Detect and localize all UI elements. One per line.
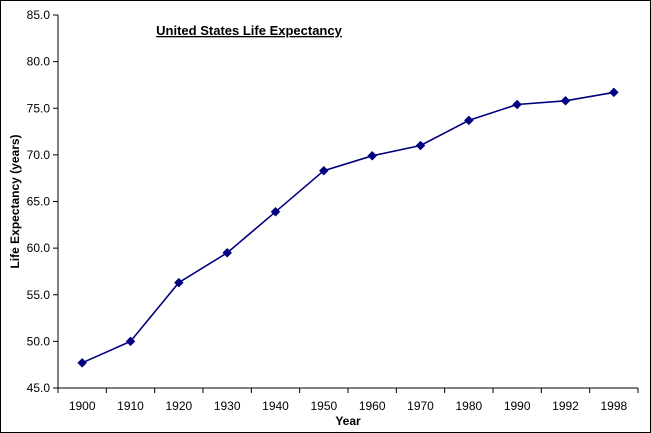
y-tick-label: 50.0 — [27, 334, 51, 348]
y-tick-label: 55.0 — [27, 288, 51, 302]
x-tick-label: 1910 — [117, 399, 144, 413]
data-point-1920 — [173, 277, 184, 288]
x-tick-label: 1930 — [214, 399, 241, 413]
y-tick-label: 75.0 — [27, 101, 51, 115]
x-axis-title: Year — [335, 414, 361, 428]
y-tick-label: 60.0 — [27, 241, 51, 255]
x-axis-ticks: 1900 1910 1920 1930 1940 1950 1960 1970 1980 1990… — [57, 388, 639, 413]
x-tick-label: 1992 — [552, 399, 579, 413]
y-tick-label: 70.0 — [27, 148, 51, 162]
x-tick-label: 1990 — [504, 399, 531, 413]
data-point-1940 — [270, 206, 281, 217]
x-tick-label: 1960 — [359, 399, 386, 413]
x-tick-label: 1900 — [69, 399, 96, 413]
data-point-1910 — [125, 336, 136, 347]
data-point-1990 — [512, 99, 523, 110]
y-tick-label: 65.0 — [27, 195, 51, 209]
series-line — [81, 91, 614, 364]
data-point-1900 — [77, 357, 88, 368]
data-markers — [77, 87, 619, 368]
x-tick-label: 1980 — [455, 399, 482, 413]
data-point-1960 — [367, 150, 378, 161]
x-tick-label: 1998 — [600, 399, 627, 413]
y-tick-label: 80.0 — [27, 55, 51, 69]
data-point-1950 — [318, 165, 329, 176]
chart-title: United States Life Expectancy — [156, 23, 342, 38]
y-axis-title: Life Expectancy (years) — [8, 134, 22, 268]
x-tick-label: 1950 — [310, 399, 337, 413]
data-point-1980 — [463, 115, 474, 126]
y-axis-ticks: 45.0 50.0 55.0 60.0 65.0 70.0 75.0 80.0 85.0 — [27, 8, 58, 395]
data-point-1998 — [608, 87, 619, 98]
x-tick-label: 1970 — [407, 399, 434, 413]
x-tick-label: 1940 — [262, 399, 289, 413]
data-point-1930 — [222, 247, 233, 258]
y-tick-label: 85.0 — [27, 8, 51, 22]
data-point-1992 — [560, 95, 571, 106]
x-tick-label: 1920 — [165, 399, 192, 413]
y-tick-label: 45.0 — [27, 381, 51, 395]
data-point-1970 — [415, 140, 426, 151]
